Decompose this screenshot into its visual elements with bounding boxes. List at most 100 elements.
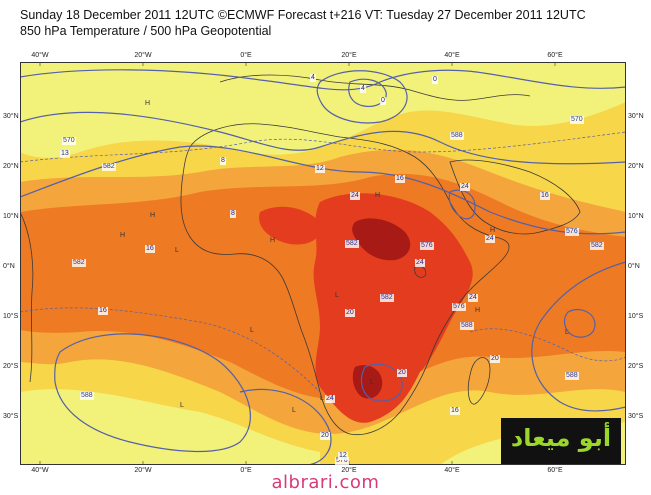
site-credit: albrari.com (271, 472, 380, 493)
temperature-label: 16 (98, 307, 108, 315)
contour-north-1 (20, 69, 626, 91)
geopotential-label: 582 (102, 163, 116, 171)
geopotential-label: 576 (420, 242, 434, 250)
bottom-longitude-label: 0°E (240, 467, 252, 474)
temperature-label: 0 (380, 97, 386, 105)
temperature-label: 20 (397, 369, 407, 377)
right-latitude-label: 20°N (628, 163, 644, 170)
temperature-label: 12 (338, 452, 348, 460)
temperature-label: 16 (540, 192, 550, 200)
temp-contour-1 (20, 131, 626, 163)
graticule-ticks (39, 62, 556, 465)
temperature-label: 20 (345, 309, 355, 317)
forecast-subtitle: 850 hPa Temperature / 500 hPa Geopotenti… (20, 24, 272, 38)
pressure-centre-label: L (175, 247, 179, 254)
coastlines (20, 74, 581, 436)
contour-low-south (361, 363, 403, 402)
top-longitude-label: 40°E (444, 52, 460, 59)
temperature-label: 20 (320, 432, 330, 440)
pressure-centre-label: H (375, 192, 381, 199)
temperature-label: 13 (60, 150, 70, 158)
geopotential-label: 582 (345, 240, 359, 248)
temperature-band-extreme (352, 218, 411, 261)
geopotential-label: 576 (335, 457, 349, 465)
left-latitude-label: 10°S (3, 313, 19, 320)
bottom-longitude-label: 20°E (341, 467, 357, 474)
madagascar-coastline (467, 357, 491, 405)
left-latitude-label: 10°N (3, 213, 19, 220)
geopotential-label: 576 (452, 303, 466, 311)
temp-contour-3 (469, 328, 626, 362)
south-america-coastline (20, 211, 34, 383)
temperature-label: 24 (325, 395, 335, 403)
bottom-longitude-label: 20°W (134, 467, 152, 474)
temperature-label: 4 (310, 74, 316, 82)
left-latitude-label: 20°S (3, 363, 19, 370)
temperature-band-extreme-south (352, 365, 383, 399)
temperature-band-cool-north (20, 62, 626, 158)
pressure-centre-label: H (145, 100, 151, 107)
top-longitude-label: 20°W (134, 52, 152, 59)
contour-east-arc (531, 261, 626, 412)
forecast-title: Sunday 18 December 2011 12UTC ©ECMWF For… (20, 8, 586, 22)
map-border (20, 62, 626, 465)
left-latitude-label: 30°N (3, 113, 19, 120)
geopotential-label: 582 (72, 259, 86, 267)
pressure-centre-label: H (490, 227, 496, 234)
right-latitude-label: 30°S (628, 413, 644, 420)
geopotential-contours (20, 69, 626, 465)
left-latitude-label: 20°N (3, 163, 19, 170)
temperature-band-very-hot (313, 193, 473, 423)
geopotential-label: 588 (565, 372, 579, 380)
temperature-label: 24 (485, 235, 495, 243)
temperature-label: 4 (360, 85, 366, 93)
watermark-logo-text: أبو ميعاد (510, 424, 612, 452)
geopotential-label: 576 (565, 228, 579, 236)
arabia-coastline (449, 159, 581, 235)
temperature-label: 24 (460, 183, 470, 191)
temperature-label: 24 (415, 259, 425, 267)
contour-south-2 (239, 388, 332, 465)
pressure-centre-label: L (180, 402, 184, 409)
left-latitude-label: 0°N (3, 263, 15, 270)
left-latitude-label: 30°S (3, 413, 19, 420)
temperature-label: 24 (468, 294, 478, 302)
pressure-centre-label: L (250, 327, 254, 334)
right-latitude-label: 0°N (628, 263, 640, 270)
bottom-longitude-label: 40°W (31, 467, 49, 474)
europe-coastline (219, 74, 531, 101)
temperature-label: 16 (395, 175, 405, 183)
pressure-centre-label: L (565, 329, 569, 336)
temperature-label: 8 (230, 210, 236, 218)
temperature-label: 12 (315, 165, 325, 173)
contour-south-1 (54, 333, 251, 453)
top-longitude-label: 60°E (547, 52, 563, 59)
africa-coastline (180, 123, 510, 436)
temp-contour-2 (20, 307, 321, 393)
pressure-centre-label: H (150, 212, 156, 219)
geopotential-label: 588 (80, 392, 94, 400)
pressure-centre-label: L (292, 407, 296, 414)
geopotential-label: 582 (590, 242, 604, 250)
pressure-centre-label: H (475, 307, 481, 314)
temperature-label: 24 (350, 192, 360, 200)
geopotential-label: 588 (460, 322, 474, 330)
temperature-band-cool-south (20, 389, 320, 465)
watermark-logo: أبو ميعاد (501, 418, 621, 464)
contour-east-low (563, 309, 596, 338)
right-latitude-label: 10°S (628, 313, 644, 320)
temperature-contours (20, 131, 626, 393)
pressure-centre-label: L (335, 292, 339, 299)
temperature-label: 8 (220, 157, 226, 165)
pressure-centre-label: H (270, 237, 276, 244)
contour-north-2 (20, 111, 626, 165)
top-longitude-label: 40°W (31, 52, 49, 59)
top-longitude-label: 0°E (240, 52, 252, 59)
contour-low-north (316, 70, 408, 124)
temperature-label: 16 (450, 407, 460, 415)
pressure-centre-label: H (120, 232, 126, 239)
top-longitude-label: 20°E (341, 52, 357, 59)
right-latitude-label: 20°S (628, 363, 644, 370)
temperature-label: 20 (490, 355, 500, 363)
